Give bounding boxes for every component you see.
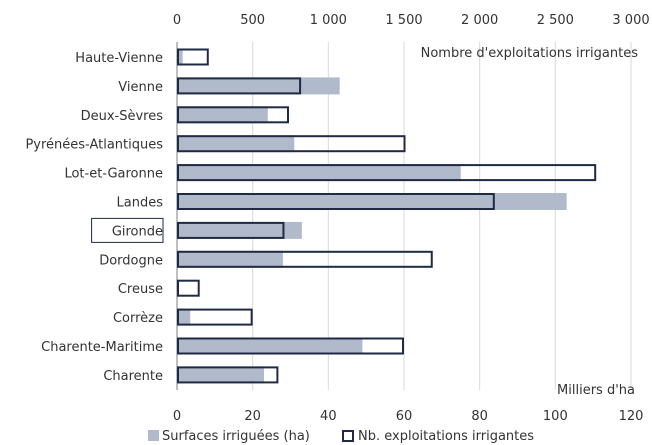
bar-surfaces-charente (177, 366, 264, 383)
legend-swatch-surfaces (148, 430, 159, 441)
top-tick-label-1500: 1 500 (385, 13, 422, 28)
category-label-vienne: Vienne (118, 80, 163, 95)
bar-surfaces-landes (177, 193, 567, 210)
bottom-tick-label-20: 20 (244, 409, 261, 424)
bottom-tick-label-60: 60 (396, 409, 413, 424)
category-label-lot-et-garonne: Lot-et-Garonne (64, 167, 163, 182)
top-tick-label-2500: 2 500 (537, 13, 574, 28)
legend-label-exploitations: Nb. exploitations irrigantes (358, 429, 534, 444)
category-label-deux-sevres: Deux-Sèvres (81, 109, 164, 124)
bottom-tick-label-80: 80 (471, 409, 488, 424)
bar-surfaces-dordogne (177, 251, 283, 268)
category-label-landes: Landes (117, 196, 164, 211)
tick-labels: 0 20 40 60 80 100 120 0 500 1 000 1 500 2 000 2 500 3… (173, 13, 650, 424)
bar-exploitations-creuse (178, 281, 199, 296)
category-label-charente-maritime: Charente-Maritime (41, 340, 163, 355)
bar-surfaces-pyrenees-atlantiques (177, 135, 294, 152)
bottom-tick-label-40: 40 (320, 409, 337, 424)
category-label-correze: Corrèze (113, 311, 163, 326)
bar-surfaces-vienne (177, 77, 340, 94)
top-axis-title: Nombre d'exploitations irrigantes (421, 46, 639, 61)
bottom-tick-label-0: 0 (173, 409, 181, 424)
bottom-tick-label-100: 100 (543, 409, 568, 424)
top-tick-label-0: 0 (173, 13, 181, 28)
category-label-charente: Charente (103, 369, 163, 384)
top-tick-label-2000: 2 000 (461, 13, 498, 28)
bar-surfaces-charente-maritime (177, 338, 362, 355)
category-label-gironde: Gironde (112, 224, 163, 239)
legend-label-surfaces: Surfaces irriguées (ha) (162, 429, 310, 444)
bottom-tick-label-120: 120 (619, 409, 644, 424)
category-label-creuse: Creuse (118, 282, 163, 297)
bar-surfaces-deux-sevres (177, 106, 268, 123)
category-label-haute-vienne: Haute-Vienne (75, 51, 163, 66)
category-label-pyrenees-atlantiques: Pyrénées-Atlantiques (25, 138, 163, 153)
top-tick-label-500: 500 (240, 13, 265, 28)
bar-surfaces-lot-et-garonne (177, 164, 461, 181)
bars (177, 49, 595, 384)
category-label-dordogne: Dordogne (99, 253, 163, 268)
top-tick-label-3000: 3 000 (612, 13, 649, 28)
bottom-axis-title: Milliers d'ha (557, 383, 635, 398)
legend: Surfaces irriguées (ha) Nb. exploitation… (148, 429, 534, 444)
category-labels: Haute-Vienne Vienne Deux-Sèvres Pyrénées-At… (25, 51, 163, 384)
legend-swatch-exploitations (343, 431, 353, 441)
top-tick-label-1000: 1 000 (310, 13, 347, 28)
